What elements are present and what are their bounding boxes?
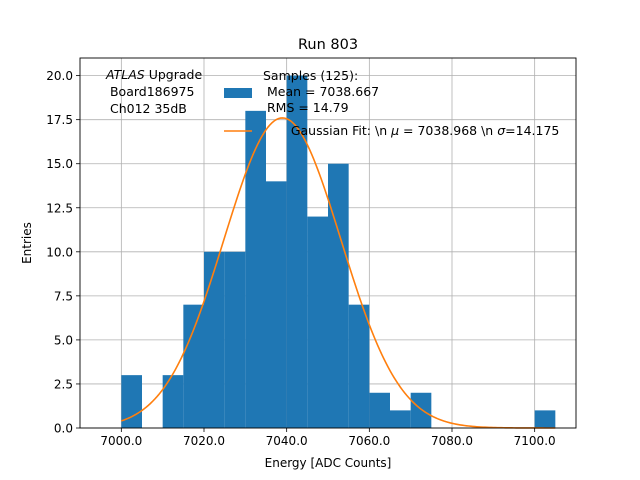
svg-text:ATLAS Upgrade: ATLAS Upgrade (105, 67, 202, 82)
histogram-bar (390, 410, 411, 428)
channel-label: Ch012 35dB (106, 101, 187, 116)
y-tick-label: 12.5 (46, 201, 73, 215)
histogram-bars (121, 75, 556, 428)
gaussian-fit-line (121, 117, 556, 429)
histogram-bar (369, 392, 390, 428)
legend-samples-line2: Mean = 7038.667 (263, 84, 379, 99)
atlas-upgrade-text: Upgrade (145, 67, 203, 82)
histogram-bar (162, 375, 184, 428)
histogram-bar (121, 375, 142, 428)
legend-fit-label: Gaussian Fit: \n μ = 7038.968 \n σ=14.17… (263, 123, 579, 138)
x-tick-label: 7080.0 (431, 434, 473, 448)
y-axis-ticks: 0.0 2.5 5.0 7.5 10.0 12.5 15.0 17.5 20.0 (46, 69, 80, 436)
board-label: Board186975 (106, 84, 194, 99)
y-tick-label: 17.5 (46, 113, 73, 127)
legend-fit-mu: μ (390, 123, 399, 138)
histogram-bar (266, 181, 287, 428)
histogram-bar (328, 163, 349, 428)
legend-samples-line3: RMS = 14.79 (263, 100, 349, 115)
histogram-bar (204, 251, 225, 428)
histogram-bar (348, 304, 370, 428)
x-axis-label: Energy [ADC Counts] (265, 456, 392, 470)
histogram-bar (183, 304, 204, 428)
x-tick-label: 7060.0 (348, 434, 390, 448)
legend-fit-label-c: =14.175 (505, 123, 559, 138)
histogram-bar (224, 251, 246, 428)
histogram-bar (410, 392, 432, 428)
x-tick-label: 7100.0 (514, 434, 556, 448)
legend-samples-line1: Samples (125): (263, 68, 358, 83)
y-tick-label: 10.0 (46, 245, 73, 259)
x-tick-label: 7000.0 (100, 434, 142, 448)
histogram-bar (286, 75, 308, 428)
legend-fit-label-b: = 7038.968 \n (399, 123, 497, 138)
legend-fit-label-a: Gaussian Fit: \n (291, 123, 391, 138)
legend: Samples (125): Mean = 7038.667 RMS = 14.… (224, 68, 579, 138)
histogram-bar (307, 216, 328, 428)
atlas-label: ATLAS (105, 67, 145, 82)
x-axis-ticks: 7000.0 7020.0 7040.0 7060.0 7080.0 7100.0 (100, 428, 556, 448)
y-tick-label: 0.0 (54, 422, 73, 436)
y-axis-label: Entries (20, 222, 34, 264)
legend-samples-swatch (224, 88, 252, 98)
y-tick-label: 5.0 (54, 333, 73, 347)
x-tick-label: 7040.0 (266, 434, 308, 448)
y-tick-label: 2.5 (54, 377, 73, 391)
histogram-bar (534, 410, 556, 428)
x-tick-label: 7020.0 (183, 434, 225, 448)
plot-frame (79, 57, 577, 429)
atlas-annotation: ATLAS Upgrade Board186975 Ch012 35dB (105, 67, 202, 116)
y-tick-label: 7.5 (54, 289, 73, 303)
y-tick-label: 20.0 (46, 69, 73, 83)
y-tick-label: 15.0 (46, 157, 73, 171)
chart-title: Run 803 (298, 37, 358, 53)
histogram-bar (245, 110, 266, 428)
legend-fit-sigma: σ (497, 123, 506, 138)
